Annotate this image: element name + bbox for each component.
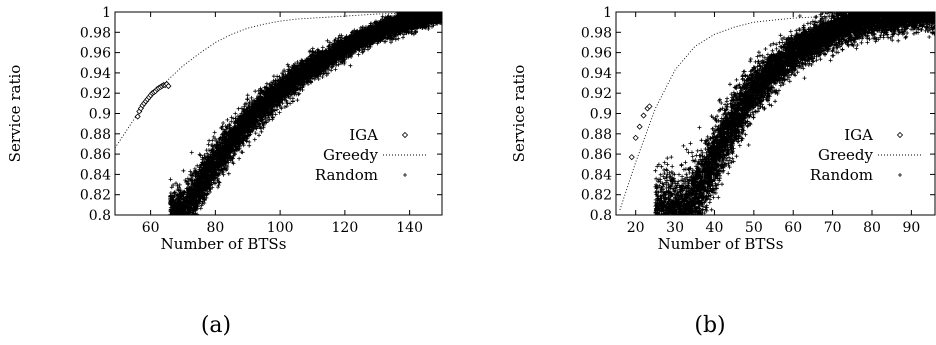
- series-random: [653, 12, 935, 215]
- legend-marker: [896, 131, 904, 139]
- x-tick-label: 90: [902, 220, 920, 236]
- random-points: [653, 12, 935, 215]
- y-tick-label: 0.9: [590, 107, 612, 123]
- y-tick-label: 0.96: [581, 46, 612, 62]
- legend: IGA Greedy Random: [810, 126, 922, 184]
- y-tick-label: 0.94: [581, 66, 612, 82]
- x-axis-label: Number of BTSs: [658, 235, 784, 253]
- random-points: [168, 12, 442, 215]
- y-tick-label: 0.8: [590, 208, 612, 224]
- iga-point: [632, 134, 639, 141]
- iga-point: [134, 113, 141, 120]
- y-tick-label: 0.8: [89, 208, 111, 224]
- legend: IGA Greedy Random: [315, 126, 427, 184]
- series-random: [168, 12, 442, 215]
- y-tick-label: 1: [102, 5, 111, 21]
- x-tick-label: 120: [332, 220, 359, 236]
- y-tick-label: 0.92: [80, 86, 111, 102]
- y-tick-label: 0.94: [80, 66, 111, 82]
- y-tick-label: 0.92: [581, 86, 612, 102]
- x-tick-label: 100: [267, 220, 294, 236]
- y-tick-label: 1: [603, 5, 612, 21]
- plot-frame: [615, 11, 936, 216]
- iga-point: [165, 83, 172, 90]
- iga-point: [640, 112, 647, 119]
- y-tick-label: 0.82: [581, 188, 612, 204]
- y-tick-label: 0.84: [581, 167, 612, 183]
- x-tick-label: 30: [666, 220, 684, 236]
- series-iga: [628, 103, 653, 161]
- legend-label-iga: IGA: [844, 126, 873, 144]
- x-tick-label: 60: [784, 220, 802, 236]
- x-axis-label: Number of BTSs: [161, 235, 287, 253]
- legend-marker: [898, 173, 902, 177]
- series-greedy-line: [619, 12, 935, 211]
- x-tick-label: 60: [142, 220, 160, 236]
- y-tick-label: 0.88: [80, 127, 111, 143]
- plot-frame: [114, 11, 443, 216]
- chart-panel-1: 0.8 0.82 0.84 0.86 0.88 0.9 0.92 0.94 0.96 0.98 1 2…: [510, 5, 936, 338]
- legend-label-greedy: Greedy: [323, 146, 379, 164]
- legend-label-greedy: Greedy: [818, 146, 874, 164]
- x-tick-label: 80: [206, 220, 224, 236]
- y-tick-label: 0.86: [80, 147, 111, 163]
- legend-label-random: Random: [315, 166, 378, 184]
- panel-caption: (b): [694, 313, 725, 338]
- legend-label-iga: IGA: [349, 126, 378, 144]
- y-tick-label: 0.96: [80, 46, 111, 62]
- panel-caption: (a): [201, 313, 231, 338]
- x-tick-label: 40: [706, 220, 724, 236]
- x-tick-label: 20: [627, 220, 645, 236]
- series-greedy-line: [115, 12, 442, 149]
- y-axis-label: Service ratio: [6, 65, 24, 163]
- iga-point: [628, 154, 635, 161]
- legend-label-random: Random: [810, 166, 873, 184]
- series-iga: [134, 80, 172, 120]
- x-tick-label: 140: [396, 220, 423, 236]
- x-tick-label: 70: [824, 220, 842, 236]
- y-axis-label: Service ratio: [510, 65, 528, 163]
- iga-point: [636, 123, 643, 130]
- y-tick-label: 0.98: [80, 25, 111, 41]
- y-tick-label: 0.86: [581, 147, 612, 163]
- x-tick-label: 50: [745, 220, 763, 236]
- y-tick-label: 0.88: [581, 127, 612, 143]
- y-tick-label: 0.98: [581, 25, 612, 41]
- plot-area: [115, 12, 442, 215]
- x-tick-label: 80: [863, 220, 881, 236]
- legend-marker: [403, 173, 407, 177]
- y-tick-label: 0.82: [80, 188, 111, 204]
- y-tick-label: 0.84: [80, 167, 111, 183]
- plot-area: [619, 12, 935, 215]
- legend-marker: [401, 131, 409, 139]
- y-tick-label: 0.9: [89, 107, 111, 123]
- iga-point: [646, 103, 653, 110]
- chart-panel-0: 0.8 0.82 0.84 0.86 0.88 0.9 0.92 0.94 0.96 0.98 1 6…: [6, 5, 443, 338]
